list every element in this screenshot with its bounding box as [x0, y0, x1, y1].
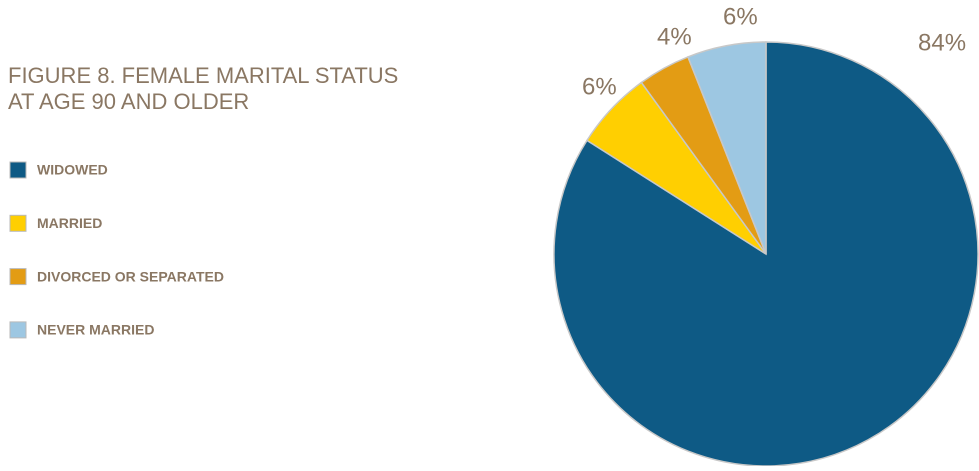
data-label: 84%	[918, 29, 966, 56]
legend-label: WIDOWED	[37, 162, 108, 178]
legend-label: NEVER MARRIED	[37, 322, 154, 338]
legend-swatch	[9, 321, 27, 339]
legend-label: DIVORCED OR SEPARATED	[37, 268, 224, 284]
pie-slice	[686, 41, 767, 255]
chart-title: AT AGE 90 AND OLDER	[8, 89, 249, 114]
chart-title: FIGURE 8. FEMALE MARITAL STATUS	[8, 63, 398, 88]
data-label: 6%	[723, 3, 758, 30]
legend-swatch	[9, 214, 27, 232]
legend-swatch	[9, 161, 27, 179]
data-label: 6%	[582, 73, 617, 100]
data-label: 4%	[657, 23, 692, 50]
legend-label: MARRIED	[37, 215, 102, 231]
legend-swatch	[9, 268, 27, 286]
pie-slice	[553, 41, 979, 467]
